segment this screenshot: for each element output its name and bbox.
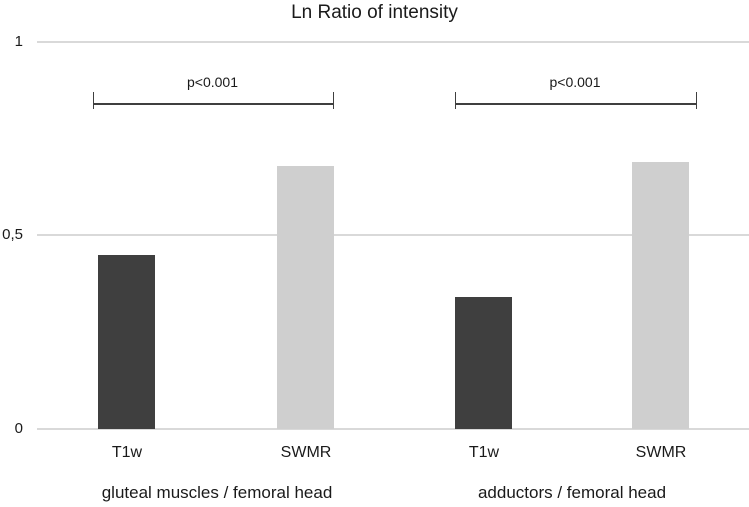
x-tick-t1w-adductors: T1w [468, 444, 500, 461]
group-label-gluteal: gluteal muscles / femoral head [101, 483, 333, 502]
bar-t1w-adductors [455, 297, 512, 429]
y-axis-tick-0-5: 0,5 [2, 226, 23, 243]
bar-t1w-gluteal [98, 255, 155, 429]
significance-bracket-gluteal [93, 92, 334, 109]
y-axis-tick-0: 0 [14, 420, 23, 437]
chart-title: Ln Ratio of intensity [291, 2, 458, 23]
y-axis-tick-1: 1 [14, 33, 23, 50]
group-label-adductors: adductors / femoral head [477, 483, 667, 502]
p-value-label-gluteal: p<0.001 [187, 74, 238, 90]
x-tick-swmr-adductors: SWMR [635, 444, 687, 461]
gridline-0 [37, 428, 749, 430]
p-value-label-adductors: p<0.001 [549, 74, 601, 90]
bar-swmr-adductors [632, 162, 689, 429]
x-tick-swmr-gluteal: SWMR [280, 444, 332, 461]
significance-bracket-adductors [455, 92, 697, 109]
bracket-line [456, 103, 696, 105]
gridline-1 [37, 41, 749, 43]
x-tick-t1w-gluteal: T1w [111, 444, 143, 461]
gridline-0-5 [37, 234, 749, 236]
bar-swmr-gluteal [277, 166, 334, 429]
bracket-line [94, 103, 333, 105]
